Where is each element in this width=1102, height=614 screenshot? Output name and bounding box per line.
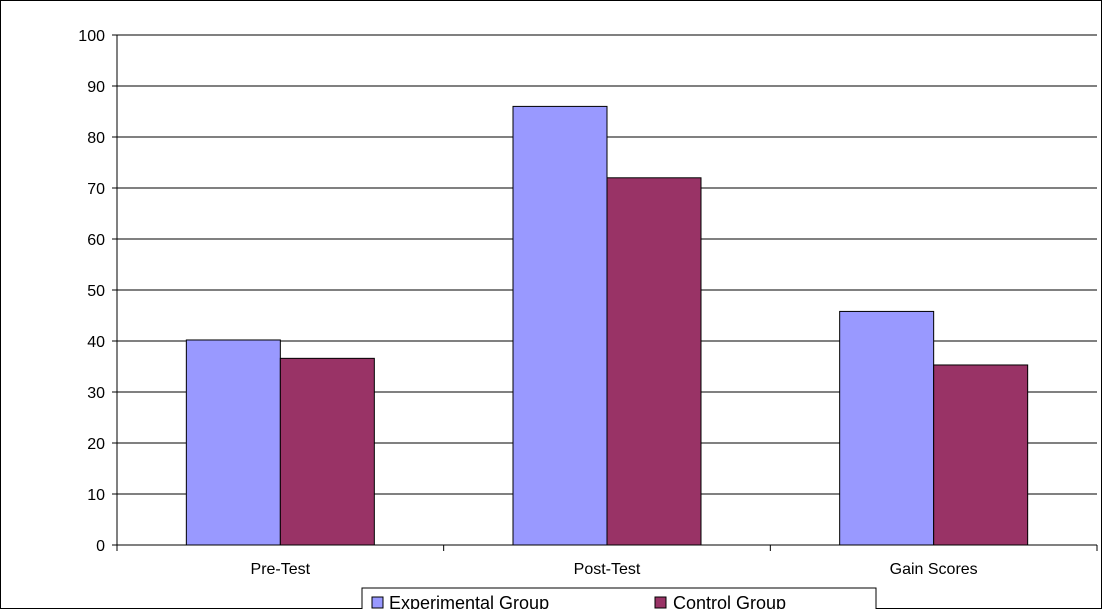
legend-label: Experimental Group [389,593,549,609]
y-tick-label: 0 [96,538,105,555]
legend-swatch [371,596,384,609]
bar-experimental-group-post-test [512,105,608,546]
y-tick-label: 50 [87,283,105,300]
y-tick-label: 10 [87,487,105,504]
bar-control-group-post-test [606,177,702,546]
bars [185,105,1029,546]
y-tick-label: 20 [87,436,105,453]
bar-experimental-group-gain-scores [839,310,935,546]
x-tick-label: Gain Scores [890,561,978,578]
bar-control-group-gain-scores [933,364,1029,546]
legend: Experimental Group Control Group [361,587,877,614]
y-tick-label: 90 [87,79,105,96]
y-tick-label: 60 [87,232,105,249]
y-tick-label: 30 [87,385,105,402]
bar-control-group-pre-test [279,357,375,546]
y-tick-label: 80 [87,130,105,147]
legend-swatch [654,596,667,609]
bar-experimental-group-pre-test [185,339,281,546]
legend-label: Control Group [673,593,786,609]
axis-labels: 0 10 20 30 40 50 60 70 80 90 100 Pre-Test Post-Test G… [78,28,977,578]
x-tick-label: Pre-Test [251,561,311,578]
y-tick-label: 70 [87,181,105,198]
y-tick-label: 100 [78,28,105,45]
x-tick-label: Post-Test [574,561,641,578]
y-tick-label: 40 [87,334,105,351]
